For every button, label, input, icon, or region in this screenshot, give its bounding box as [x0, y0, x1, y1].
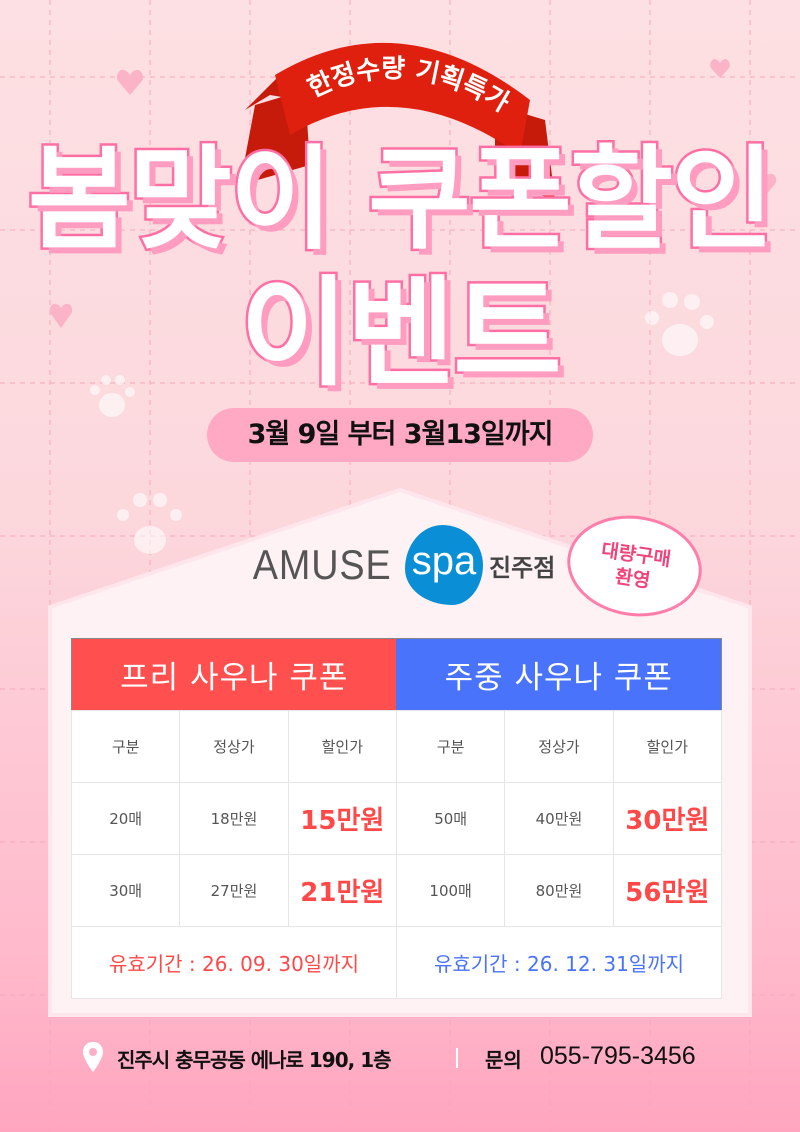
regular-price-cell: 27만원	[179, 854, 289, 927]
brand-logo: AMUSE spa 진주점	[0, 525, 800, 605]
column-header: 구분	[70, 710, 181, 783]
paw-icon	[117, 493, 182, 554]
quantity-cell: 50매	[395, 782, 506, 855]
coupon-title-weekday-sauna: 주중 사우나 쿠폰	[396, 638, 722, 711]
heart-icon	[710, 59, 730, 78]
ribbon-banner: 한정수량 기획특가	[240, 42, 555, 200]
discount-price-cell: 56만원	[612, 854, 723, 927]
regular-price-cell: 80만원	[504, 854, 614, 927]
column-header: 구분	[395, 710, 506, 783]
quantity-cell: 100매	[395, 854, 506, 927]
discount-price-cell: 30만원	[612, 782, 723, 855]
regular-price-cell: 18만원	[179, 782, 289, 855]
table-header-row: 구분 정상가 할인가 구분 정상가 할인가	[70, 710, 723, 783]
date-range-pill: 3월 9일 부터 3월13일까지	[207, 408, 593, 462]
column-header: 정상가	[179, 710, 289, 783]
validity-weekday-sauna: 유효기간 : 26. 12. 31일까지	[395, 926, 723, 999]
table-row: 30매 27만원 21만원 100매 80만원 56만원	[70, 854, 723, 927]
heart-icon	[753, 173, 777, 196]
discount-price-cell: 15만원	[287, 782, 397, 855]
heart-icon	[49, 303, 73, 328]
coupon-title-row: 프리 사우나 쿠폰 주중 사우나 쿠폰	[71, 638, 722, 711]
headline-line1: 봄맞이 쿠폰할인	[25, 133, 776, 268]
footer-divider	[456, 1048, 458, 1068]
logo-brand: AMUSE	[252, 541, 392, 588]
inquiry-label: 문의	[485, 1048, 522, 1072]
address-text: 진주시 충무공동 에나로 190, 1층	[117, 1048, 392, 1072]
table-row: 20매 18만원 15만원 50매 40만원 30만원	[70, 782, 723, 855]
column-header: 정상가	[504, 710, 614, 783]
column-header: 할인가	[287, 710, 397, 783]
paw-icon	[645, 292, 714, 356]
quantity-cell: 30매	[70, 854, 181, 927]
logo-spa: spa	[405, 525, 484, 605]
validity-row: 유효기간 : 26. 09. 30일까지 유효기간 : 26. 12. 31일까…	[71, 926, 723, 999]
phone-number[interactable]: 055-795-3456	[540, 1042, 696, 1070]
regular-price-cell: 40만원	[504, 782, 614, 855]
coupon-title-free-sauna: 프리 사우나 쿠폰	[71, 638, 397, 711]
paw-decorations	[90, 292, 714, 554]
validity-free-sauna: 유효기간 : 26. 09. 30일까지	[71, 926, 397, 999]
quantity-cell: 20매	[70, 782, 181, 855]
column-header: 할인가	[612, 710, 723, 783]
headline-line2: 이벤트	[238, 264, 565, 402]
paw-icon	[90, 375, 135, 417]
heart-decorations	[49, 59, 777, 328]
discount-price-cell: 21만원	[287, 854, 397, 927]
location-pin-icon	[83, 1042, 103, 1072]
logo-branch: 진주점	[489, 553, 556, 582]
coupon-price-table: 프리 사우나 쿠폰 주중 사우나 쿠폰 구분 정상가 할인가 구분 정상가 할인…	[70, 638, 723, 999]
heart-icon	[116, 69, 144, 95]
